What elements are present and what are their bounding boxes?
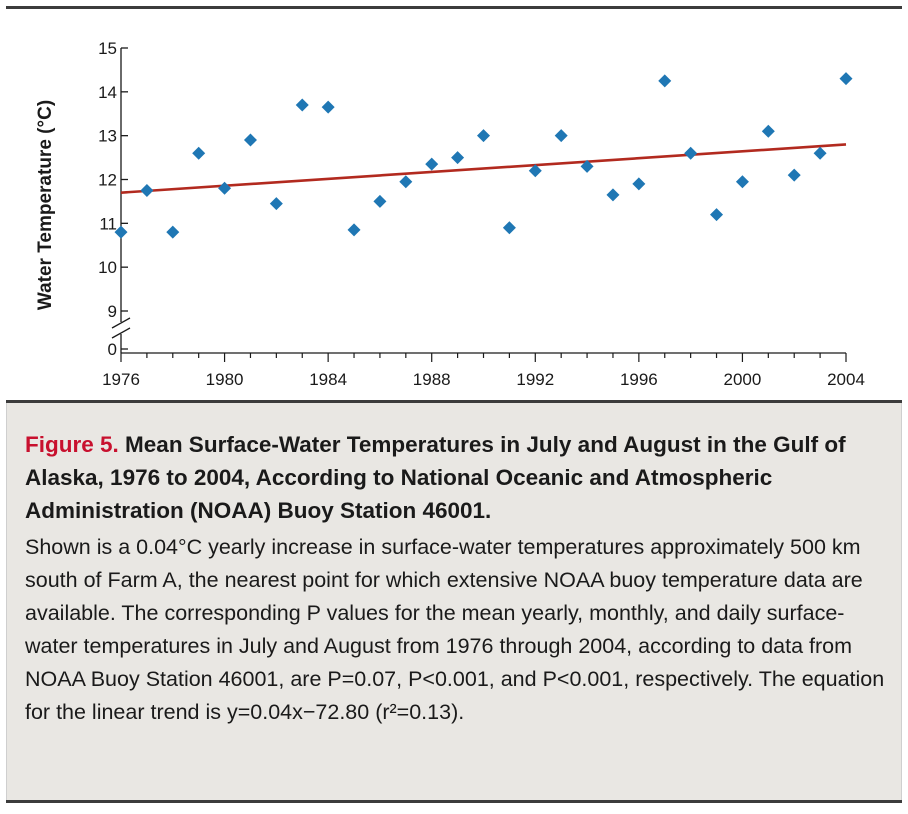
data-point — [477, 129, 490, 143]
data-point — [839, 72, 853, 86]
y-tick-label: 11 — [99, 214, 117, 233]
data-point — [735, 175, 749, 189]
caption-divider — [6, 400, 902, 403]
data-point — [347, 223, 361, 237]
data-point — [606, 188, 620, 202]
y-tick-label: 14 — [98, 83, 117, 102]
data-point — [451, 151, 465, 165]
x-tick-label: 1984 — [309, 370, 347, 389]
data-point — [528, 164, 542, 178]
figure-label: Figure 5. — [25, 432, 119, 457]
caption-title-block: Figure 5. Mean Surface-Water Temperature… — [25, 428, 885, 527]
data-point — [243, 133, 257, 147]
bottom-rule — [6, 800, 902, 803]
data-point — [761, 124, 775, 138]
y-tick-label: 15 — [98, 39, 117, 58]
axis-break-mark — [111, 317, 131, 329]
x-tick-label: 2004 — [827, 370, 865, 389]
y-tick-label: 9 — [108, 302, 117, 321]
data-point — [218, 181, 232, 195]
trend-line — [120, 143, 847, 194]
data-point — [580, 159, 594, 173]
plot-area — [6, 9, 902, 401]
caption-title: Mean Surface-Water Temperatures in July … — [25, 432, 846, 523]
axis-break-mark — [111, 327, 131, 339]
data-point — [295, 98, 309, 112]
y-tick-label: 10 — [98, 258, 117, 277]
y-axis-label: Water Temperature (°C) — [35, 100, 56, 310]
scatter-chart: Water Temperature (°C) 0 9 10 11 12 13 14 15 197… — [35, 39, 865, 389]
data-point — [140, 183, 154, 197]
x-tick-label: 1996 — [620, 370, 658, 389]
data-point — [269, 197, 283, 211]
x-tick-label: 1992 — [516, 370, 554, 389]
data-point — [554, 129, 568, 143]
x-tick-label: 1980 — [206, 370, 244, 389]
data-point — [710, 208, 724, 222]
data-point — [373, 194, 387, 208]
data-point — [321, 100, 335, 114]
data-point — [166, 225, 180, 239]
x-tick-label: 1988 — [413, 370, 451, 389]
y-tick-label: 12 — [98, 171, 117, 190]
data-point — [425, 157, 439, 171]
data-point — [192, 146, 206, 160]
data-point — [114, 225, 128, 239]
y-tick-label: 13 — [98, 127, 117, 146]
figure-caption: Figure 5. Mean Surface-Water Temperature… — [25, 428, 885, 729]
x-tick-label: 2000 — [724, 370, 762, 389]
top-rule — [6, 6, 902, 9]
data-point — [399, 175, 413, 189]
data-point — [502, 221, 516, 235]
x-tick-label: 1976 — [102, 370, 140, 389]
data-point — [658, 74, 672, 88]
data-point — [632, 177, 646, 191]
y-tick-label: 0 — [108, 340, 117, 359]
data-point — [813, 146, 827, 160]
caption-body: Shown is a 0.04°C yearly increase in sur… — [25, 535, 885, 724]
data-point — [787, 168, 801, 182]
data-point — [684, 146, 698, 160]
